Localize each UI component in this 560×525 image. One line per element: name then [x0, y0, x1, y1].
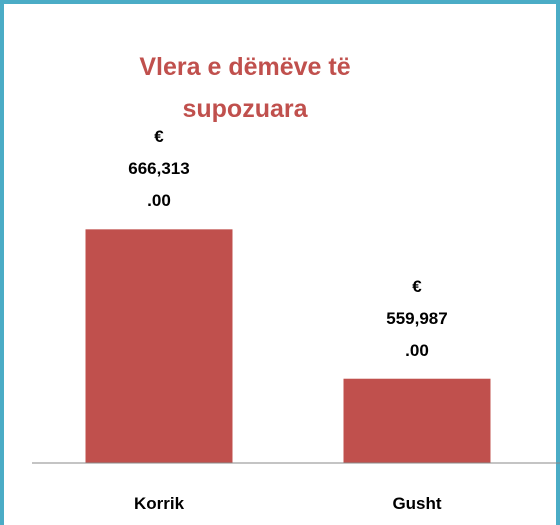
data-label: € 559,987 .00 — [386, 276, 448, 360]
data-label: € 666,313 .00 — [128, 127, 190, 211]
bar — [85, 229, 233, 463]
x-tick-label: Korrik — [133, 494, 185, 513]
chart-title: Vlera e dëmëve të supozuara — [139, 53, 351, 123]
x-tick-label: Gusht — [392, 494, 442, 513]
bar — [343, 378, 491, 463]
